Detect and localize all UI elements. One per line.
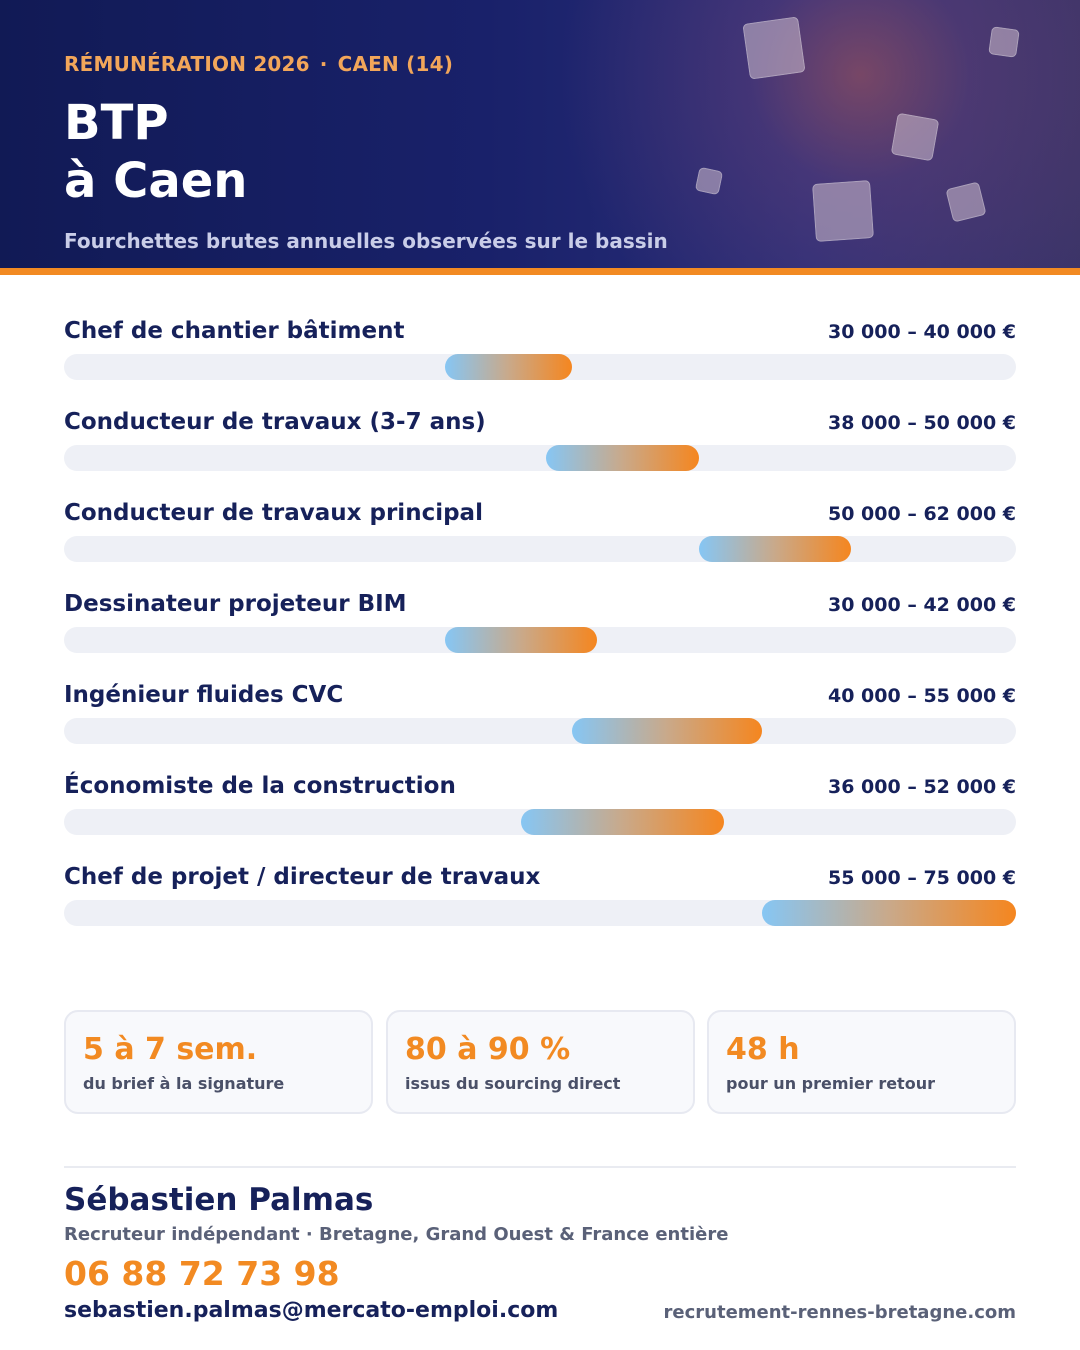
salary-range-label: 38 000 – 50 000 €: [828, 412, 1016, 434]
job-title: Dessinateur projeteur BIM: [64, 591, 407, 617]
eyebrow-separator: ·: [319, 52, 328, 76]
decorative-cube: [742, 16, 806, 80]
job-title: Chef de projet / directeur de travaux: [64, 864, 541, 890]
salary-row: Chef de chantier bâtiment 30 000 – 40 000…: [64, 312, 1016, 403]
range-bar: [546, 445, 699, 471]
decorative-cube: [988, 26, 1020, 58]
decorative-cube: [694, 166, 724, 196]
stat-value: 48 h: [726, 1032, 800, 1067]
stat-value: 5 à 7 sem.: [83, 1032, 258, 1067]
job-title: Chef de chantier bâtiment: [64, 318, 405, 344]
range-bar: [571, 718, 763, 744]
salary-row: Conducteur de travaux (3-7 ans) 38 000 – …: [64, 403, 1016, 494]
stat-description: pour un premier retour: [726, 1074, 935, 1093]
title-line-2: à Caen: [64, 153, 248, 209]
contact-phone[interactable]: 06 88 72 73 98: [64, 1254, 340, 1293]
range-track: [64, 354, 1016, 380]
range-track: [64, 718, 1016, 744]
decorative-cube: [812, 180, 874, 242]
title-line-1: BTP: [64, 95, 169, 151]
salary-range-list: Chef de chantier bâtiment 30 000 – 40 000…: [64, 312, 1016, 949]
salary-row: Dessinateur projeteur BIM 30 000 – 42 000…: [64, 585, 1016, 676]
stat-value: 80 à 90 %: [405, 1032, 571, 1067]
page-subtitle: Fourchettes brutes annuelles observées s…: [64, 229, 668, 253]
page-title: BTP à Caen: [64, 94, 247, 210]
contact-website-link[interactable]: recrutement-rennes-bretagne.com: [663, 1302, 1016, 1323]
stat-card-response: 48 h pour un premier retour: [707, 1010, 1016, 1114]
job-title: Ingénieur fluides CVC: [64, 682, 344, 708]
stat-description: du brief à la signature: [83, 1074, 285, 1093]
salary-row: Conducteur de travaux principal 50 000 – …: [64, 494, 1016, 585]
salary-range-label: 30 000 – 40 000 €: [828, 321, 1016, 343]
job-title: Économiste de la construction: [64, 773, 456, 799]
eyebrow-location: CAEN (14): [337, 52, 454, 76]
salary-range-label: 40 000 – 55 000 €: [828, 685, 1016, 707]
range-track: [64, 809, 1016, 835]
salary-range-label: 50 000 – 62 000 €: [828, 503, 1016, 525]
header-accent-line: [0, 268, 1080, 275]
eyebrow-topic: RÉMUNÉRATION 2026: [64, 52, 310, 76]
decorative-cube: [890, 112, 940, 162]
salary-row: Chef de projet / directeur de travaux 55 …: [64, 858, 1016, 949]
range-bar: [444, 627, 598, 653]
contact-role: Recruteur indépendant · Bretagne, Grand …: [64, 1224, 729, 1245]
salary-range-label: 36 000 – 52 000 €: [828, 776, 1016, 798]
range-bar: [762, 900, 1016, 926]
contact-name: Sébastien Palmas: [64, 1182, 374, 1218]
stat-card-delay: 5 à 7 sem. du brief à la signature: [64, 1010, 373, 1114]
stats-row: 5 à 7 sem. du brief à la signature 80 à …: [64, 1010, 1016, 1114]
stat-card-sourcing: 80 à 90 % issus du sourcing direct: [386, 1010, 695, 1114]
footer-divider: [64, 1166, 1016, 1168]
hero-banner: RÉMUNÉRATION 2026 · CAEN (14) BTP à Caen F…: [0, 0, 1080, 268]
job-title: Conducteur de travaux principal: [64, 500, 483, 526]
salary-row: Ingénieur fluides CVC 40 000 – 55 000 €: [64, 676, 1016, 767]
range-bar: [698, 536, 851, 562]
decorative-cube: [945, 181, 987, 223]
range-bar: [444, 354, 572, 380]
range-bar: [520, 809, 725, 835]
range-track: [64, 900, 1016, 926]
job-title: Conducteur de travaux (3-7 ans): [64, 409, 486, 435]
salary-row: Économiste de la construction 36 000 – 52…: [64, 767, 1016, 858]
salary-range-label: 30 000 – 42 000 €: [828, 594, 1016, 616]
contact-email[interactable]: sebastien.palmas@mercato-emploi.com: [64, 1298, 559, 1323]
range-track: [64, 536, 1016, 562]
range-track: [64, 445, 1016, 471]
stat-description: issus du sourcing direct: [405, 1074, 621, 1093]
range-track: [64, 627, 1016, 653]
salary-range-label: 55 000 – 75 000 €: [828, 867, 1016, 889]
eyebrow: RÉMUNÉRATION 2026 · CAEN (14): [64, 52, 453, 76]
